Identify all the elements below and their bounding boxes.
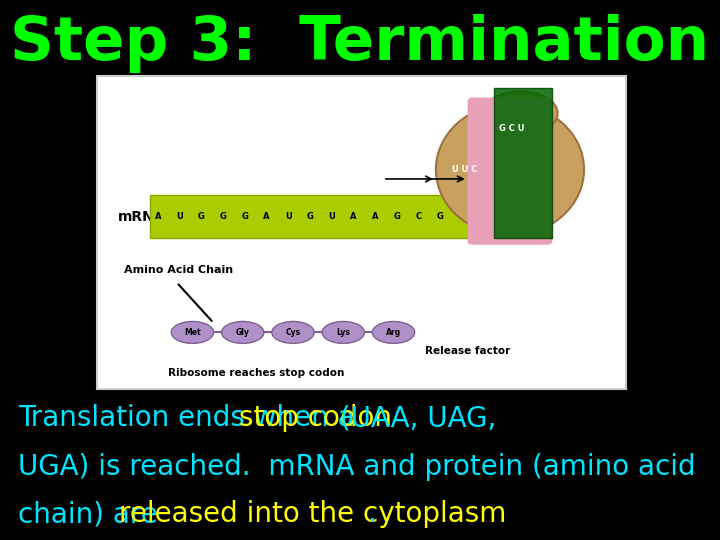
Text: mRNA: mRNA bbox=[118, 210, 166, 224]
Text: Step 3:  Termination: Step 3: Termination bbox=[10, 14, 710, 73]
Text: A: A bbox=[155, 212, 161, 221]
Text: G: G bbox=[198, 212, 205, 221]
Text: U: U bbox=[480, 212, 487, 221]
Text: U: U bbox=[176, 212, 183, 221]
Text: stop codon: stop codon bbox=[239, 404, 392, 433]
Ellipse shape bbox=[372, 321, 415, 343]
Text: UGA) is reached.  mRNA and protein (amino acid: UGA) is reached. mRNA and protein (amino… bbox=[18, 453, 696, 481]
Text: Gly: Gly bbox=[235, 328, 250, 337]
Text: U U C: U U C bbox=[451, 165, 477, 174]
Text: Arg: Arg bbox=[386, 328, 401, 337]
Text: Stop codon: Stop codon bbox=[0, 539, 1, 540]
Text: G: G bbox=[241, 212, 248, 221]
Text: A: A bbox=[372, 212, 378, 221]
Ellipse shape bbox=[222, 321, 264, 343]
Ellipse shape bbox=[171, 321, 214, 343]
FancyBboxPatch shape bbox=[494, 88, 552, 239]
Ellipse shape bbox=[322, 321, 364, 343]
Text: Release factor: Release factor bbox=[425, 346, 510, 356]
Text: G: G bbox=[437, 212, 444, 221]
Text: .: . bbox=[368, 500, 377, 528]
Text: U: U bbox=[328, 212, 335, 221]
Text: A: A bbox=[459, 212, 465, 221]
Ellipse shape bbox=[272, 321, 314, 343]
Text: Met: Met bbox=[184, 328, 201, 337]
Text: A: A bbox=[523, 212, 530, 221]
Text: Lys: Lys bbox=[336, 328, 350, 337]
FancyBboxPatch shape bbox=[97, 76, 626, 389]
Text: Translation ends when a: Translation ends when a bbox=[18, 404, 364, 433]
Text: (UAA, UAG,: (UAA, UAG, bbox=[331, 404, 497, 433]
Ellipse shape bbox=[484, 91, 557, 135]
Ellipse shape bbox=[436, 104, 584, 235]
Text: A: A bbox=[264, 212, 270, 221]
Text: C: C bbox=[415, 212, 421, 221]
Text: released into the cytoplasm: released into the cytoplasm bbox=[120, 500, 507, 528]
Text: G: G bbox=[393, 212, 400, 221]
Text: A: A bbox=[502, 212, 508, 221]
Text: Cys: Cys bbox=[285, 328, 300, 337]
Text: G: G bbox=[220, 212, 227, 221]
FancyBboxPatch shape bbox=[150, 194, 531, 239]
Text: chain) are: chain) are bbox=[18, 500, 166, 528]
Text: G C U: G C U bbox=[500, 124, 525, 133]
Text: Amino Acid Chain: Amino Acid Chain bbox=[124, 265, 233, 275]
Text: Ribosome reaches stop codon: Ribosome reaches stop codon bbox=[168, 368, 344, 378]
Text: U: U bbox=[285, 212, 292, 221]
FancyBboxPatch shape bbox=[468, 98, 552, 245]
Text: A: A bbox=[350, 212, 356, 221]
Text: G: G bbox=[307, 212, 313, 221]
